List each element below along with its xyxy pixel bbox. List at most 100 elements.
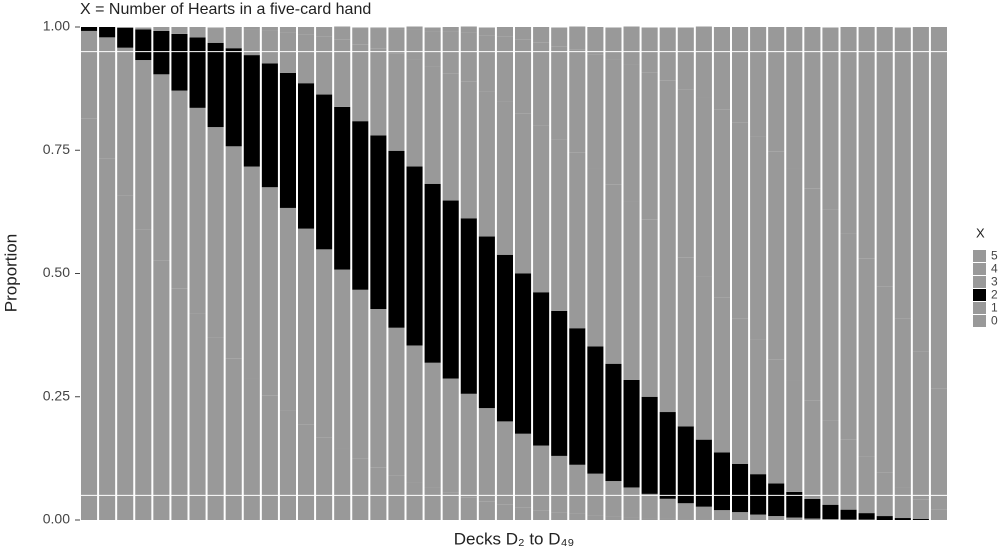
bar-segment: [605, 481, 622, 517]
bar-segment: [171, 27, 188, 34]
bar-segment: [81, 118, 98, 520]
y-axis-title: Proportion: [1, 234, 20, 312]
bar-segment: [641, 219, 658, 397]
bar-segment: [750, 339, 767, 475]
bar-segment: [388, 150, 405, 328]
bar-segment: [551, 46, 568, 140]
y-tick-label: 0.50: [43, 264, 70, 280]
bar-segment: [786, 380, 803, 492]
bar-segment: [551, 27, 568, 47]
bar-segment: [641, 396, 658, 494]
bar-segment: [316, 27, 333, 37]
y-tick-label: 1.00: [43, 18, 70, 34]
bar-segment: [659, 412, 676, 499]
bar-segment: [207, 127, 224, 338]
bar-segment: [424, 27, 441, 32]
bar-segment: [406, 482, 423, 520]
bar-segment: [569, 513, 586, 520]
bar-segment: [388, 475, 405, 520]
bar-segment: [569, 152, 586, 329]
bar-segment: [587, 27, 604, 55]
bar-segment: [496, 36, 513, 102]
bar-segment: [750, 136, 767, 340]
bar-segment: [713, 297, 730, 453]
bar-segment: [840, 439, 857, 510]
bar-segment: [587, 54, 604, 169]
bar-segment: [370, 467, 387, 520]
bar-segment: [822, 209, 839, 421]
bar-segment: [442, 492, 459, 520]
bar-segment: [587, 346, 604, 474]
bar-segment: [298, 228, 315, 425]
bar-segment: [460, 81, 477, 219]
bar-segment: [424, 362, 441, 488]
bar-segment: [352, 289, 369, 459]
bar-segment: [786, 491, 803, 518]
bar-segment: [786, 517, 803, 520]
bar-segment: [352, 458, 369, 520]
bar-segment: [117, 27, 134, 28]
bar-segment: [822, 27, 839, 210]
bar-segment: [243, 378, 260, 520]
bar-segment: [840, 233, 857, 440]
bar-segment: [858, 456, 875, 514]
bar-segment: [316, 36, 333, 95]
bar-segment: [352, 28, 369, 45]
bar-segment: [225, 28, 242, 49]
bar-segment: [388, 29, 405, 54]
bar-segment: [677, 426, 694, 504]
bar-segment: [243, 29, 260, 56]
bar-segment: [352, 27, 369, 29]
bar-segment: [99, 37, 116, 159]
bar-segment: [786, 168, 803, 381]
bar-segment: [478, 27, 495, 36]
bar-segment: [171, 90, 188, 289]
bar-segment: [298, 34, 315, 84]
bar-segment: [442, 200, 459, 379]
bar-segment: [605, 516, 622, 520]
bar-segment: [623, 26, 640, 65]
bar-segment: [822, 519, 839, 520]
legend-label: 3: [991, 275, 998, 289]
bar-segment: [515, 273, 532, 434]
bar-segment: [732, 122, 749, 319]
bar-segment: [876, 472, 893, 517]
bar-segment: [424, 66, 441, 184]
bar-segment: [261, 63, 278, 188]
bar-segment: [533, 292, 550, 446]
bar-segment: [424, 487, 441, 520]
bar-segment: [569, 26, 586, 50]
bar-segment: [659, 80, 676, 239]
bar-segment: [135, 29, 152, 61]
bar-segment: [641, 518, 658, 520]
legend-label: 4: [991, 262, 998, 276]
bar-segment: [207, 28, 224, 43]
bar-segment: [695, 97, 712, 277]
bar-segment: [352, 44, 369, 122]
bar-segment: [587, 473, 604, 516]
bar-segment: [569, 464, 586, 514]
bar-segment: [496, 504, 513, 520]
bar-segment: [298, 83, 315, 229]
bar-segment: [99, 158, 116, 520]
bar-segment: [786, 27, 803, 169]
bar-segment: [768, 483, 785, 517]
bar-segment: [533, 125, 550, 293]
bar-segment: [189, 37, 206, 108]
bar-segment: [750, 474, 767, 515]
bar-segment: [695, 519, 712, 520]
bar-segment: [623, 379, 640, 488]
bar-segment: [876, 286, 893, 473]
legend-key: [973, 250, 986, 262]
bar-segment: [316, 94, 333, 250]
bar-segment: [659, 27, 676, 81]
bar-segment: [352, 121, 369, 290]
bar-segment: [153, 27, 170, 31]
bar-segment: [117, 195, 134, 520]
bar-segment: [298, 424, 315, 520]
bar-segment: [442, 378, 459, 493]
bar-segment: [207, 42, 224, 128]
bar-segment: [804, 188, 821, 401]
bar-segment: [189, 107, 206, 314]
bar-segment: [460, 26, 477, 33]
